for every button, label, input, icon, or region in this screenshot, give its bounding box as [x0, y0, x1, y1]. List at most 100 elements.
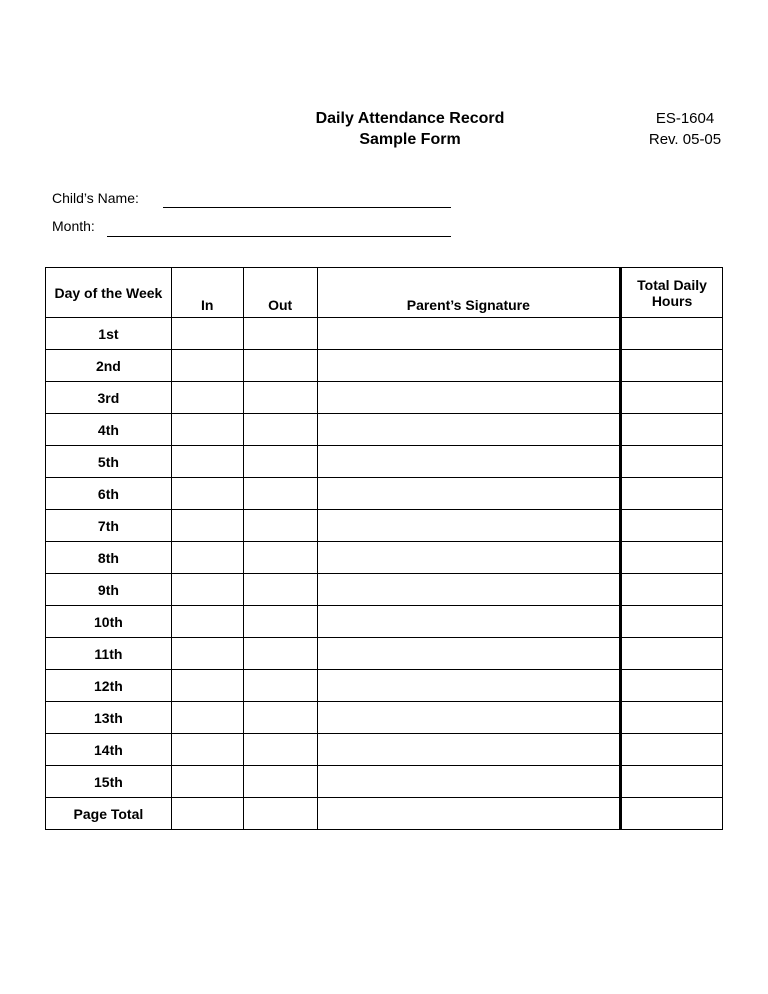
table-row: 10th — [45, 605, 723, 638]
in-cell[interactable] — [170, 669, 244, 702]
subtitle-line: Sample Form — [359, 131, 461, 148]
row-label: 14th — [45, 733, 172, 766]
out-cell[interactable] — [242, 381, 318, 414]
out-cell[interactable] — [242, 573, 318, 606]
out-cell[interactable] — [242, 317, 318, 350]
total-cell[interactable] — [619, 381, 723, 414]
out-cell[interactable] — [242, 701, 318, 734]
out-cell[interactable] — [242, 445, 318, 478]
out-cell[interactable] — [242, 413, 318, 446]
signature-cell[interactable] — [316, 701, 622, 734]
total-cell[interactable] — [619, 413, 723, 446]
row-label: 5th — [45, 445, 172, 478]
child-name-label: Child’s Name: — [52, 190, 139, 206]
signature-cell[interactable] — [316, 797, 622, 830]
row-label: 11th — [45, 637, 172, 670]
out-cell[interactable] — [242, 477, 318, 510]
table-row: 13th — [45, 701, 723, 734]
signature-cell[interactable] — [316, 541, 622, 574]
table-row: 6th — [45, 477, 723, 510]
form-number: ES-1604 — [655, 110, 715, 127]
in-cell[interactable] — [170, 541, 244, 574]
in-cell[interactable] — [170, 733, 244, 766]
in-cell[interactable] — [170, 381, 244, 414]
in-cell[interactable] — [170, 797, 244, 830]
total-cell[interactable] — [619, 605, 723, 638]
row-label: 4th — [45, 413, 172, 446]
in-cell[interactable] — [170, 413, 244, 446]
total-cell[interactable] — [619, 669, 723, 702]
out-cell[interactable] — [242, 669, 318, 702]
in-cell[interactable] — [170, 509, 244, 542]
total-cell[interactable] — [619, 477, 723, 510]
total-cell[interactable] — [619, 701, 723, 734]
row-label: 6th — [45, 477, 172, 510]
out-cell[interactable] — [242, 541, 318, 574]
total-cell[interactable] — [619, 797, 723, 830]
signature-cell[interactable] — [316, 349, 622, 382]
total-cell[interactable] — [619, 573, 723, 606]
in-cell[interactable] — [170, 701, 244, 734]
in-cell[interactable] — [170, 765, 244, 798]
total-cell[interactable] — [619, 509, 723, 542]
in-cell[interactable] — [170, 573, 244, 606]
row-label: Page Total — [45, 797, 172, 830]
signature-cell[interactable] — [316, 669, 622, 702]
table-header: Day of the Week In Out Parent’s Signatur… — [45, 267, 723, 318]
signature-cell[interactable] — [316, 477, 622, 510]
attendance-table: Day of the Week In Out Parent’s Signatur… — [45, 267, 723, 830]
table-row: 7th — [45, 509, 723, 542]
signature-cell[interactable] — [316, 573, 622, 606]
table-row: 4th — [45, 413, 723, 446]
row-label: 12th — [45, 669, 172, 702]
signature-cell[interactable] — [316, 765, 622, 798]
in-cell[interactable] — [170, 445, 244, 478]
form-code: ES-1604 Rev. 05-05 — [640, 108, 730, 150]
out-cell[interactable] — [242, 797, 318, 830]
row-label: 10th — [45, 605, 172, 638]
signature-cell[interactable] — [316, 413, 622, 446]
row-label: 1st — [45, 317, 172, 350]
signature-cell[interactable] — [316, 637, 622, 670]
child-name-field[interactable] — [163, 207, 451, 208]
total-cell[interactable] — [619, 637, 723, 670]
table-row: Page Total — [45, 797, 723, 830]
total-cell[interactable] — [619, 733, 723, 766]
in-cell[interactable] — [170, 637, 244, 670]
table-row: 1st — [45, 317, 723, 350]
row-label: 2nd — [45, 349, 172, 382]
signature-cell[interactable] — [316, 509, 622, 542]
total-cell[interactable] — [619, 349, 723, 382]
table-row: 8th — [45, 541, 723, 574]
out-cell[interactable] — [242, 349, 318, 382]
total-cell[interactable] — [619, 765, 723, 798]
month-label: Month: — [52, 218, 95, 234]
form-title: Daily Attendance Record Sample Form — [260, 108, 560, 150]
signature-cell[interactable] — [316, 733, 622, 766]
out-cell[interactable] — [242, 733, 318, 766]
col-signature: Parent’s Signature — [316, 267, 622, 318]
table-row: 3rd — [45, 381, 723, 414]
out-cell[interactable] — [242, 509, 318, 542]
row-label: 15th — [45, 765, 172, 798]
month-field[interactable] — [107, 236, 451, 237]
total-cell[interactable] — [619, 317, 723, 350]
out-cell[interactable] — [242, 605, 318, 638]
in-cell[interactable] — [170, 605, 244, 638]
in-cell[interactable] — [170, 477, 244, 510]
out-cell[interactable] — [242, 637, 318, 670]
signature-cell[interactable] — [316, 381, 622, 414]
signature-cell[interactable] — [316, 317, 622, 350]
total-cell[interactable] — [619, 445, 723, 478]
table-row: 15th — [45, 765, 723, 798]
total-cell[interactable] — [619, 541, 723, 574]
signature-cell[interactable] — [316, 445, 622, 478]
table-row: 2nd — [45, 349, 723, 382]
in-cell[interactable] — [170, 349, 244, 382]
in-cell[interactable] — [170, 317, 244, 350]
out-cell[interactable] — [242, 765, 318, 798]
col-in: In — [170, 267, 244, 318]
revision: Rev. 05-05 — [648, 131, 722, 148]
signature-cell[interactable] — [316, 605, 622, 638]
